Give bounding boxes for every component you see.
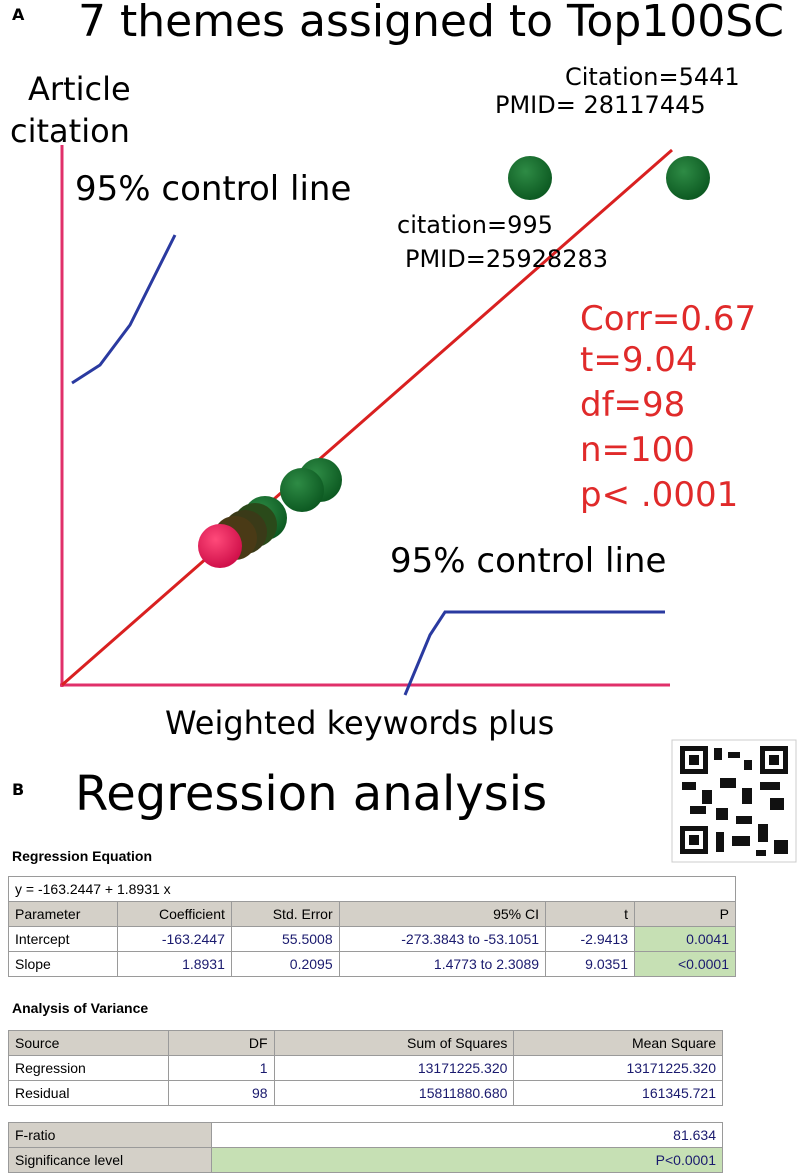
point	[508, 156, 552, 200]
stat: p< .0001	[580, 475, 738, 515]
control-label: 95% control line	[390, 541, 666, 581]
table-cell: Source	[8, 1030, 169, 1056]
regression-line	[61, 148, 673, 687]
qr-code	[671, 739, 797, 863]
annotation: Citation=5441	[565, 63, 740, 91]
table-cell: 0.0041	[634, 926, 736, 952]
table-cell: -273.3843 to -53.1051	[338, 926, 547, 952]
panel-label: B	[12, 780, 24, 799]
control-line	[403, 610, 665, 696]
table-cell: DF	[167, 1030, 275, 1056]
y-label: citation	[10, 112, 130, 150]
point	[280, 468, 324, 512]
table-cell: 1	[167, 1055, 275, 1081]
table-cell: Residual	[8, 1080, 169, 1106]
table-heading: Analysis of Variance	[12, 1000, 149, 1016]
y-label: Article	[28, 70, 131, 108]
annotation: PMID=25928283	[405, 245, 608, 273]
table-cell: 55.5008	[230, 926, 340, 952]
point	[666, 156, 710, 200]
annotation: PMID= 28117445	[495, 91, 706, 119]
regression-table: y = -163.2447 + 1.8931 x Parameter Coeffi…	[7, 876, 736, 977]
table-heading: Regression Equation	[12, 848, 153, 864]
table-cell: -163.2447	[117, 926, 232, 952]
table-cell: 81.634	[211, 1122, 723, 1148]
table-cell: Coefficient	[117, 901, 232, 927]
figure: A 7 themes assigned to Top100SC Article …	[10, 0, 797, 863]
annotation: citation=995	[397, 211, 553, 239]
summary-table: F-ratio 81.634 Significance level P<0.0001	[8, 1122, 723, 1173]
table-cell: 13171225.320	[513, 1055, 723, 1081]
table-cell: <0.0001	[634, 951, 736, 977]
equation: y = -163.2447 + 1.8931 x	[8, 876, 736, 902]
stat: Corr=0.67	[580, 299, 756, 339]
panel-title: 7 themes assigned to Top100SC	[78, 0, 784, 47]
table-cell: 98	[167, 1080, 275, 1106]
table-cell: 1.8931	[117, 951, 232, 977]
control-line	[71, 234, 177, 385]
control-label: 95% control line	[75, 169, 351, 209]
stat: df=98	[580, 385, 685, 425]
table-cell: 13171225.320	[273, 1055, 515, 1081]
table-cell: Mean Square	[513, 1030, 723, 1056]
table-cell: Significance level	[8, 1147, 212, 1173]
stat: t=9.04	[580, 340, 698, 380]
table-cell: Slope	[7, 951, 119, 977]
table-cell: F-ratio	[8, 1122, 212, 1148]
table-cell: -2.9413	[545, 926, 635, 952]
table-cell: 1.4773 to 2.3089	[338, 951, 547, 977]
stat: n=100	[580, 430, 695, 470]
table-cell: 161345.721	[513, 1080, 723, 1106]
table-cell: Parameter	[7, 901, 119, 927]
point	[198, 524, 242, 568]
table-cell: Intercept	[7, 926, 119, 952]
table-cell: P<0.0001	[211, 1147, 723, 1173]
table-cell: 0.2095	[230, 951, 340, 977]
panel-label: A	[12, 5, 25, 24]
panel-title: Regression analysis	[75, 766, 547, 822]
table-cell: Std. Error	[230, 901, 340, 927]
table-cell: Sum of Squares	[273, 1030, 515, 1056]
table-cell: Regression	[8, 1055, 169, 1081]
table-cell: 95% CI	[338, 901, 547, 927]
x-label: Weighted keywords plus	[165, 704, 554, 742]
table-cell: 9.0351	[545, 951, 635, 977]
table-cell: t	[545, 901, 635, 927]
table-cell: P	[634, 901, 736, 927]
table-cell: 15811880.680	[273, 1080, 515, 1106]
anova-table: Source DF Sum of Squares Mean Square Regress…	[8, 1030, 723, 1106]
